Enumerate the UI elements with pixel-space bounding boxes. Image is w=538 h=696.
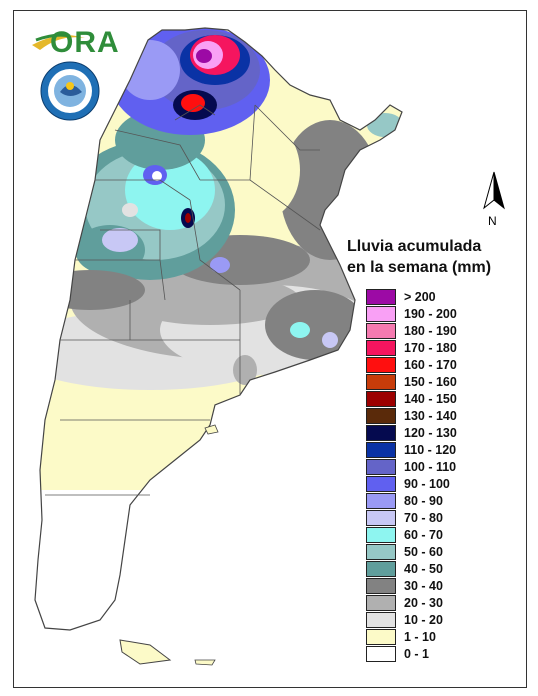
legend-item: 10 - 20 bbox=[366, 612, 516, 629]
ora-logo: ORA bbox=[50, 26, 120, 59]
legend-item: 30 - 40 bbox=[366, 578, 516, 595]
legend-swatch bbox=[366, 340, 396, 356]
legend-label: 1 - 10 bbox=[404, 630, 436, 644]
legend-label: 60 - 70 bbox=[404, 528, 443, 542]
legend-label: 90 - 100 bbox=[404, 477, 450, 491]
legend-swatch bbox=[366, 476, 396, 492]
legend-swatch bbox=[366, 391, 396, 407]
north-arrow-icon bbox=[483, 171, 505, 210]
legend-item: 170 - 180 bbox=[366, 340, 516, 357]
logo-leaf-icon bbox=[32, 35, 85, 50]
legend-swatch bbox=[366, 408, 396, 424]
legend-label: 0 - 1 bbox=[404, 647, 430, 661]
legend-swatch bbox=[366, 578, 396, 594]
legend-swatch bbox=[366, 629, 396, 645]
legend-item: 100 - 110 bbox=[366, 459, 516, 476]
legend-item: 80 - 90 bbox=[366, 493, 516, 510]
legend-swatch bbox=[366, 527, 396, 543]
legend-item: 130 - 140 bbox=[366, 408, 516, 425]
legend-swatch bbox=[366, 323, 396, 339]
legend-label: 100 - 110 bbox=[404, 460, 457, 474]
legend-label: > 200 bbox=[404, 290, 436, 304]
legend-label: 150 - 160 bbox=[404, 375, 457, 389]
legend-item: 1 - 10 bbox=[366, 629, 516, 646]
legend-label: 50 - 60 bbox=[404, 545, 443, 559]
legend-item: > 200 bbox=[366, 289, 516, 306]
legend-label: 160 - 170 bbox=[404, 358, 457, 372]
legend-label: 190 - 200 bbox=[404, 307, 457, 321]
legend-swatch bbox=[366, 561, 396, 577]
legend-item: 50 - 60 bbox=[366, 544, 516, 561]
legend-swatch bbox=[366, 357, 396, 373]
legend-label: 140 - 150 bbox=[404, 392, 457, 406]
legend-swatch bbox=[366, 612, 396, 628]
legend-label: 120 - 130 bbox=[404, 426, 457, 440]
legend-swatch bbox=[366, 289, 396, 305]
legend-item: 120 - 130 bbox=[366, 425, 516, 442]
legend-item: 150 - 160 bbox=[366, 374, 516, 391]
legend-swatch bbox=[366, 459, 396, 475]
legend-item: 70 - 80 bbox=[366, 510, 516, 527]
legend-title-line1: Lluvia acumulada bbox=[347, 238, 482, 255]
legend-item: 160 - 170 bbox=[366, 357, 516, 374]
legend-item: 110 - 120 bbox=[366, 442, 516, 459]
seal-icon bbox=[40, 61, 100, 121]
legend-swatch bbox=[366, 510, 396, 526]
legend-swatch bbox=[366, 425, 396, 441]
legend-item: 0 - 1 bbox=[366, 646, 516, 663]
legend-label: 180 - 190 bbox=[404, 324, 457, 338]
legend-label: 80 - 90 bbox=[404, 494, 443, 508]
legend-item: 190 - 200 bbox=[366, 306, 516, 323]
legend-label: 40 - 50 bbox=[404, 562, 443, 576]
legend-item: 180 - 190 bbox=[366, 323, 516, 340]
legend-swatch bbox=[366, 442, 396, 458]
legend-item: 20 - 30 bbox=[366, 595, 516, 612]
legend-swatch bbox=[366, 374, 396, 390]
legend-label: 170 - 180 bbox=[404, 341, 457, 355]
legend-swatch bbox=[366, 493, 396, 509]
legend-label: 30 - 40 bbox=[404, 579, 443, 593]
legend-swatch bbox=[366, 646, 396, 662]
legend-label: 10 - 20 bbox=[404, 613, 443, 627]
legend-title-line2: en la semana (mm) bbox=[347, 259, 492, 276]
legend-swatch bbox=[366, 306, 396, 322]
north-label: N bbox=[488, 214, 497, 228]
legend-label: 20 - 30 bbox=[404, 596, 443, 610]
legend-item: 90 - 100 bbox=[366, 476, 516, 493]
legend-swatch bbox=[366, 544, 396, 560]
legend-item: 140 - 150 bbox=[366, 391, 516, 408]
legend-label: 70 - 80 bbox=[404, 511, 443, 525]
legend-label: 130 - 140 bbox=[404, 409, 457, 423]
legend-item: 60 - 70 bbox=[366, 527, 516, 544]
legend-item: 40 - 50 bbox=[366, 561, 516, 578]
legend-label: 110 - 120 bbox=[404, 443, 457, 457]
legend-swatch bbox=[366, 595, 396, 611]
